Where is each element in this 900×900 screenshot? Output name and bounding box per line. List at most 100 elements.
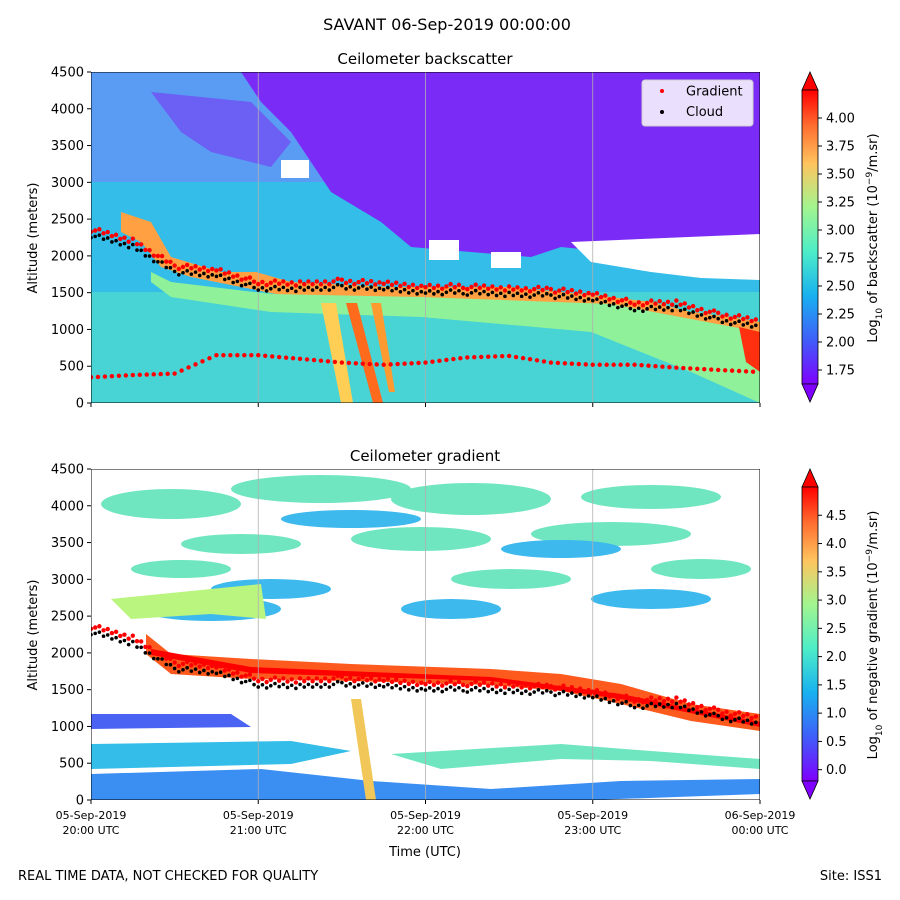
bs-cloud-point: [645, 307, 649, 311]
bs-cloud-point: [289, 286, 294, 291]
gr-gradient-point: [573, 688, 579, 693]
bs-cloud-point: [595, 297, 599, 301]
gr-gradient-point: [113, 629, 119, 635]
backscatter-nodata-3: [429, 240, 459, 260]
gr-gradient-point: [314, 676, 319, 681]
bs-gradient-point: [289, 280, 294, 285]
bs-gradient-point: [715, 310, 721, 316]
gr-gradient-point: [644, 697, 650, 703]
gr-cloud-point: [599, 698, 603, 702]
bs-gradient-point: [364, 281, 370, 286]
gr-cloud-point: [745, 718, 750, 723]
bs-gradient-point: [494, 287, 499, 292]
gr-gradient-point: [435, 680, 441, 685]
bs-cloud-point: [331, 285, 336, 290]
bs-gradient-point: [506, 284, 512, 289]
gr-ytick-label: 2000: [51, 646, 84, 661]
bs-cloud-point: [235, 279, 240, 284]
gr-cloud-point: [436, 686, 440, 691]
gradient-gridlines: [257, 469, 594, 800]
bs-gradient-point: [373, 282, 378, 287]
gr-cloud-point: [344, 684, 348, 688]
bs-gradient-point: [322, 279, 328, 284]
bs-gradient-point: [285, 282, 290, 287]
gr-gradient-point: [469, 681, 474, 687]
bs-cloud-point: [603, 299, 608, 304]
gr-cloud-point: [708, 712, 712, 717]
gr-gradient-point: [440, 683, 445, 688]
bs-gradient-point: [486, 286, 491, 291]
gr-cloud-point: [728, 719, 733, 724]
backscatter-markers: [91, 227, 759, 380]
bs-cloud-point: [298, 285, 302, 290]
bs-cloud-point: [578, 295, 583, 300]
backscatter-nodata-1: [571, 234, 760, 280]
bs-gradient-point: [352, 281, 357, 287]
bs-gradient-point: [306, 279, 311, 284]
gr-gradient-point: [381, 678, 386, 684]
gr-cloud-point: [503, 691, 507, 696]
gr-cloud-point: [712, 711, 716, 716]
bs-low-gradient-point: [472, 354, 477, 360]
bs-low-gradient-point: [102, 374, 108, 379]
bs-ytick-label: 0: [76, 397, 84, 412]
bs-gradient-point: [703, 310, 708, 316]
bs-cloud-point: [227, 276, 231, 281]
gr-cloud-point: [628, 703, 633, 708]
bs-cloud-point: [503, 294, 507, 299]
bs-cloud-point: [682, 307, 687, 312]
gr-gradient-point: [239, 674, 244, 679]
gr-cloud-point: [331, 682, 336, 687]
gr-cloud-point: [532, 690, 537, 694]
bs-gradient-point: [582, 292, 587, 298]
gr-cloud-point: [691, 707, 695, 711]
gr-cloud-point: [678, 705, 683, 710]
bs-low-gradient-point: [179, 368, 184, 373]
gr-cloud-point: [273, 681, 277, 686]
bs-gradient-point: [201, 265, 207, 270]
bs-low-gradient-point: [695, 366, 700, 371]
gr-cloud-point: [239, 680, 244, 685]
gr-cloud-point: [549, 690, 553, 694]
bs-gradient-point: [335, 276, 340, 282]
bs-gradient-point: [536, 284, 541, 290]
bs-gradient-point: [134, 241, 140, 247]
bs-gradient-point: [385, 279, 391, 284]
bs-cloud-point: [327, 288, 332, 292]
bs-gradient-point: [678, 302, 683, 307]
bs-cloud-point: [708, 315, 712, 320]
bs-low-gradient-point: [91, 375, 94, 380]
bs-gradient-point: [92, 228, 98, 233]
bs-gradient-point: [686, 305, 692, 310]
gr-gradient-point: [527, 686, 533, 691]
gr-gradient-point: [373, 679, 378, 684]
gr-gradient-point: [536, 681, 541, 687]
gr-gradient-point: [335, 673, 340, 679]
bs-low-gradient-point: [674, 365, 679, 370]
gr-cloud-point: [390, 685, 394, 690]
bs-cloud-point: [164, 265, 169, 270]
gr-cloud-point: [373, 685, 378, 690]
bs-cloud-point: [544, 291, 549, 296]
bs-gradient-point: [180, 264, 186, 270]
gr-cloud-point: [131, 639, 135, 644]
bs-cloud-point: [720, 320, 725, 325]
gr-gradient-point: [636, 697, 641, 702]
backscatter-gridlines: [257, 72, 594, 403]
bs-low-gradient-point: [604, 362, 609, 367]
bs-gradient-point: [640, 303, 646, 308]
gr-gradient-point: [97, 624, 102, 629]
bs-cloud-point: [528, 295, 532, 300]
gr-gradient-point: [164, 656, 169, 661]
gr-gradient-point: [481, 680, 487, 685]
gr-gradient-point: [151, 650, 156, 655]
gr-cloud-point: [118, 639, 123, 644]
bs-cloud-point: [185, 269, 189, 273]
bs-cloud-point: [143, 254, 148, 258]
cb2-ticks-tick-label: 3.0: [826, 594, 847, 609]
gr-gradient-point: [251, 676, 257, 681]
gr-gradient-point: [138, 639, 144, 644]
bs-gradient-point: [381, 281, 386, 287]
gr-cloud-point: [235, 676, 240, 681]
bs-ytick-label: 4000: [51, 102, 84, 117]
